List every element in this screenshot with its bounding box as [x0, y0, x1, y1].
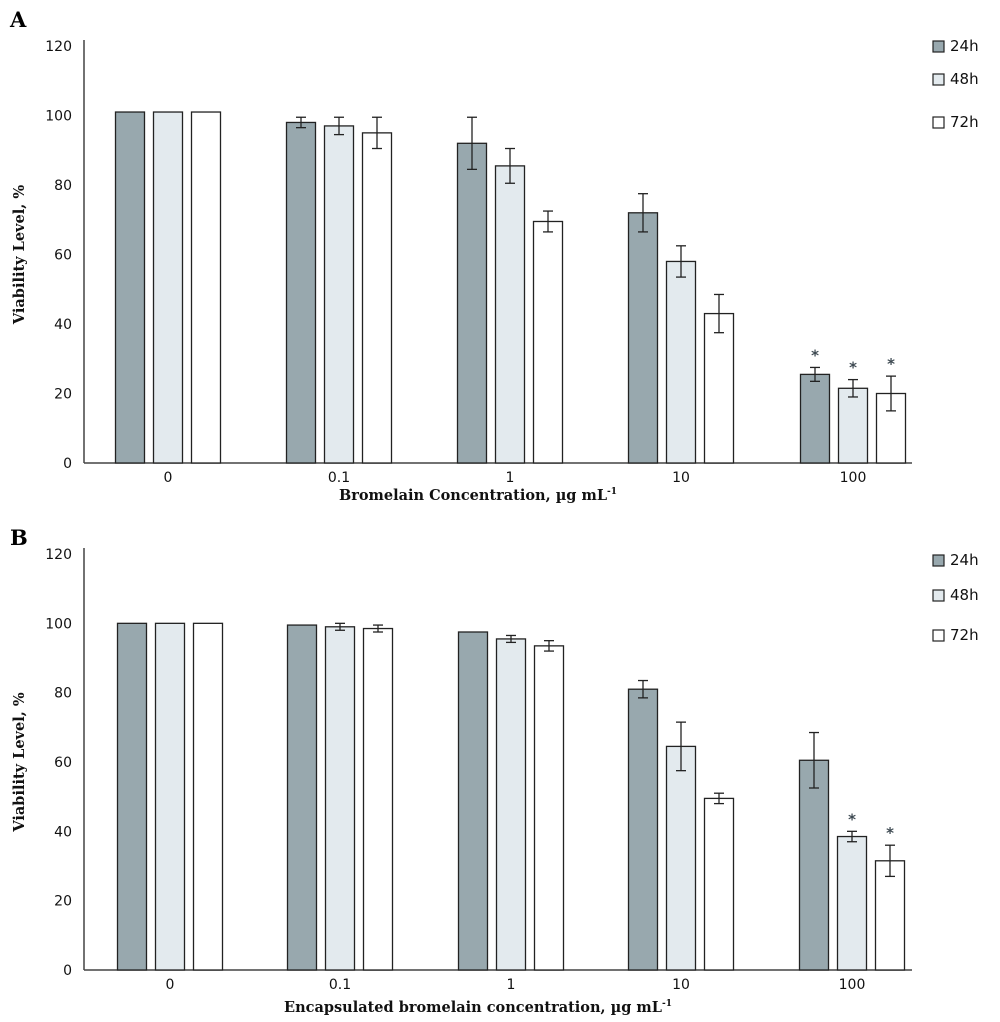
panel-b-bar-24h-0.1: [286, 624, 318, 971]
panel-a-chart: A 0 20 40 60 80 100 120 Viability Level, % 0 0.1 1…: [9, 7, 979, 504]
panel-b-y-tick-label: 60: [54, 755, 72, 771]
panel-a-y-tick-label: 60: [54, 248, 72, 264]
panel-a-bar-72h-0.1: [361, 132, 393, 464]
panel-b-y-tick-label: 120: [45, 547, 72, 563]
panel-b-bar-72h-100: [874, 860, 906, 971]
panel-a-bar-48h-1: [494, 165, 526, 464]
panel-a-y-axis-title: Viability Level, %: [11, 185, 28, 325]
panel-b-y-tick-label: 20: [54, 894, 72, 910]
panel-a-y-tick-label: 40: [54, 317, 72, 333]
panel-a-legend-swatch-24h: [932, 40, 945, 53]
panel-b-bar-48h-1: [495, 638, 527, 971]
panel-a-bar-48h-0: [152, 111, 184, 464]
panel-b-chart: B 0 20 40 60 80 100 120 Viability Level, % 0 0.1 1…: [10, 525, 979, 1016]
panel-a-y-tick-label: 100: [45, 109, 72, 125]
panel-b-legend-swatch-48h: [932, 589, 945, 602]
panel-b-significance-mark: *: [886, 824, 894, 842]
panel-b-bar-24h-10: [627, 688, 659, 971]
panel-b-y-axis-title: Viability Level, %: [11, 692, 28, 832]
panel-b-y-tick-label: 0: [63, 963, 72, 979]
panel-a-y-tick-label: 120: [45, 39, 72, 55]
panel-a-significance-mark: *: [887, 355, 895, 373]
panel-a-legend-label-48h: 48h: [950, 70, 979, 88]
panel-b-bar-24h-100: [798, 759, 830, 971]
panel-a-bar-24h-0: [114, 111, 146, 464]
panel-b-y-tick-label: 80: [54, 686, 72, 702]
panel-a-legend-label-24h: 24h: [950, 37, 979, 55]
panel-b-x-tick-label: 0.1: [329, 977, 351, 993]
panel-a-significance-mark: *: [849, 359, 857, 377]
panel-b-x-tick-label: 0: [166, 977, 175, 993]
panel-b-bar-48h-100: [836, 835, 868, 971]
panel-a-bar-24h-0.1: [285, 121, 317, 464]
panel-b-y-tick-label: 100: [45, 616, 72, 632]
panel-b-legend-swatch-72h: [932, 629, 945, 642]
panel-b-legend-swatch-24h: [932, 554, 945, 567]
panel-a-bar-72h-0: [190, 111, 222, 464]
panel-a-x-tick-label: 0: [164, 470, 173, 486]
panel-b-bar-48h-10: [665, 745, 697, 971]
panel-a-legend-label-72h: 72h: [950, 113, 979, 131]
panel-a-letter: A: [9, 7, 27, 32]
panel-a-y-tick-label: 80: [54, 178, 72, 194]
panel-a-bar-24h-100: [799, 373, 831, 464]
panel-b-legend-label-72h: 72h: [950, 626, 979, 644]
panel-b-bar-72h-0: [192, 622, 224, 971]
panel-b-bar-24h-1: [457, 631, 489, 971]
panel-b-x-axis-title: Encapsulated bromelain concentration, µg…: [284, 999, 672, 1016]
panel-a-bar-72h-10: [703, 312, 735, 464]
panel-a-y-tick-label: 0: [63, 456, 72, 472]
panel-a-bar-24h-1: [456, 142, 488, 464]
panel-a-legend-swatch-48h: [932, 73, 945, 86]
panel-b-bar-72h-0.1: [362, 627, 394, 971]
panel-b-bar-72h-10: [703, 797, 735, 971]
panel-b-y-tick-label: 40: [54, 824, 72, 840]
panel-a-bar-72h-1: [532, 220, 564, 464]
panel-a-x-tick-label: 1: [506, 470, 515, 486]
panel-a-legend-swatch-72h: [932, 116, 945, 129]
panel-b-x-tick-label: 100: [839, 977, 866, 993]
panel-a-x-tick-label: 0.1: [328, 470, 350, 486]
panel-b-legend-label-24h: 24h: [950, 551, 979, 569]
panel-a-x-tick-label: 10: [672, 470, 690, 486]
panel-a-y-tick-label: 20: [54, 387, 72, 403]
panel-b-bar-48h-0.1: [324, 626, 356, 971]
panel-b-significance-mark: *: [848, 810, 856, 828]
panel-b-legend-label-48h: 48h: [950, 586, 979, 604]
panel-b-letter: B: [10, 525, 28, 550]
panel-b-bar-72h-1: [533, 645, 565, 971]
panel-b-bar-24h-0: [116, 622, 148, 971]
panel-a-x-tick-label: 100: [840, 470, 867, 486]
panel-a-bar-48h-10: [665, 260, 697, 464]
panel-a-significance-mark: *: [811, 346, 819, 364]
panel-b-bar-48h-0: [154, 622, 186, 971]
panel-a-bar-24h-10: [627, 212, 659, 464]
panel-b-x-tick-label: 10: [672, 977, 690, 993]
panel-a-x-axis-title: Bromelain Concentration, µg mL-1: [339, 487, 617, 504]
panel-a-bar-48h-0.1: [323, 125, 355, 464]
panel-b-x-tick-label: 1: [507, 977, 516, 993]
panel-a-bar-48h-100: [837, 387, 869, 464]
